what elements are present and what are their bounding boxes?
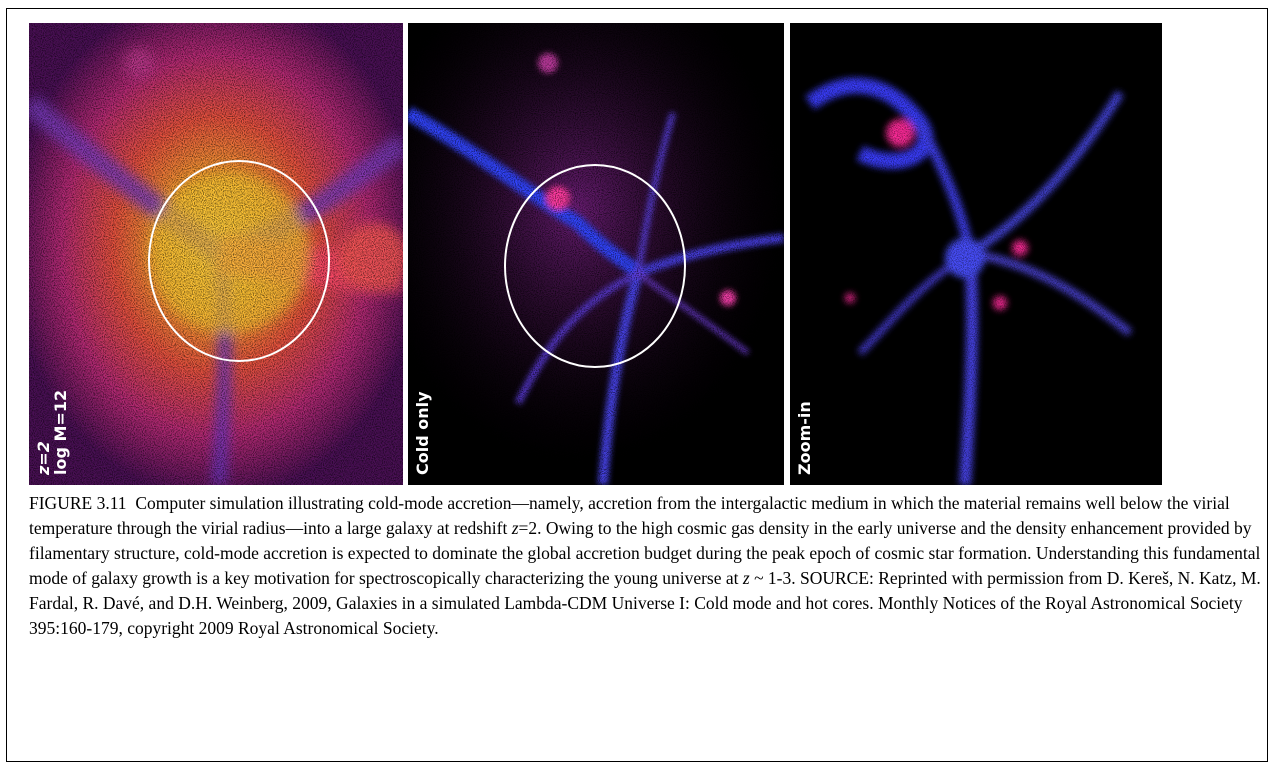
mass-label: log M=12: [51, 389, 70, 475]
panel-label-redshift-mass: z=2 log M=12: [34, 389, 70, 475]
simulation-image-all-gas: [29, 23, 403, 485]
panel-label-zoom-in: Zoom-in: [795, 401, 814, 475]
simulation-panel-all-gas: z=2 log M=12: [29, 23, 403, 485]
caption-text-part3: ~ 1-3. SOURCE: Reprinted with permission…: [29, 568, 1261, 638]
figure-number: FIGURE 3.11: [29, 493, 127, 513]
figure-caption: FIGURE 3.11 Computer simulation illustra…: [29, 491, 1261, 641]
caption-text-part1: Computer simulation illustrating cold-mo…: [29, 493, 1230, 538]
caption-text-part2: =2. Owing to the high cosmic gas density…: [29, 518, 1261, 588]
panel-label-cold-only: Cold only: [413, 391, 432, 475]
simulation-panel-cold-only: Cold only: [408, 23, 784, 485]
simulation-panel-zoom-in: Zoom-in: [790, 23, 1162, 485]
simulation-image-zoom-in: [790, 23, 1162, 485]
caption-z-symbol-1: z: [511, 518, 519, 538]
caption-z-symbol-2: z: [742, 568, 750, 588]
figure-frame: z=2 log M=12: [6, 8, 1268, 762]
simulation-image-cold-only: [408, 23, 784, 485]
redshift-label: z=2: [34, 441, 53, 475]
